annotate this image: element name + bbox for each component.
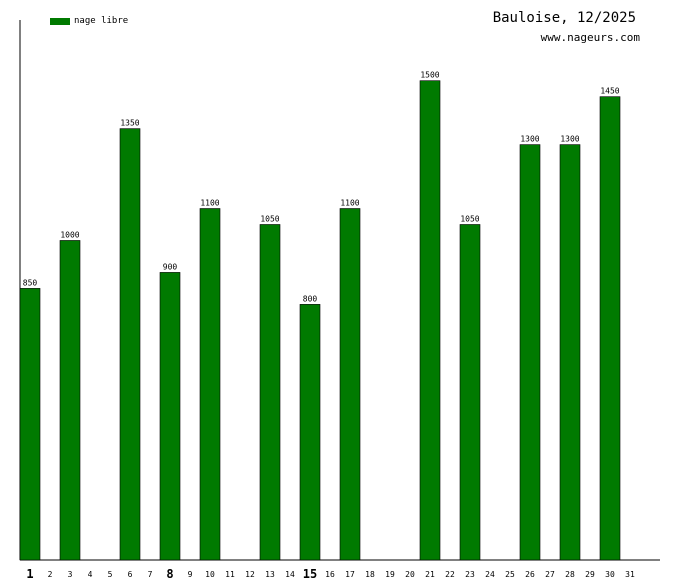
- x-tick-label-14: 14: [285, 570, 295, 579]
- bar-day-15: [299, 304, 321, 561]
- bar-day-13: [259, 224, 281, 561]
- x-tick-label-25: 25: [505, 570, 515, 579]
- bar-day-3: [59, 240, 81, 561]
- x-tick-label-2: 2: [48, 570, 53, 579]
- x-tick-label-20: 20: [405, 570, 415, 579]
- bar-day-21: [419, 80, 441, 561]
- x-tick-label-16: 16: [325, 570, 335, 579]
- x-tick-label-7: 7: [148, 570, 153, 579]
- x-tick-label-29: 29: [585, 570, 595, 579]
- x-tick-label-21: 21: [425, 570, 435, 579]
- x-tick-label-31: 31: [625, 570, 635, 579]
- legend-swatch: [50, 17, 70, 25]
- data-label-day-23: 1050: [460, 214, 479, 223]
- legend-label: nage libre: [74, 16, 129, 26]
- x-tick-label-4: 4: [88, 570, 93, 579]
- bar-day-26: [519, 144, 541, 561]
- x-tick-label-24: 24: [485, 570, 495, 579]
- x-tick-label-15: 15: [303, 567, 317, 580]
- x-tick-label-17: 17: [345, 570, 355, 579]
- data-label-day-8: 900: [163, 262, 178, 271]
- x-tick-label-5: 5: [108, 570, 113, 579]
- x-tick-label-30: 30: [605, 570, 615, 579]
- bar-day-28: [559, 144, 581, 561]
- x-tick-label-19: 19: [385, 570, 395, 579]
- data-label-day-13: 1050: [260, 214, 279, 223]
- data-label-day-15: 800: [303, 294, 318, 303]
- x-tick-label-23: 23: [465, 570, 475, 579]
- data-label-day-3: 1000: [60, 230, 79, 239]
- x-tick-label-13: 13: [265, 570, 275, 579]
- x-tick-label-8: 8: [166, 567, 173, 580]
- data-label-day-30: 1450: [600, 87, 619, 96]
- x-tick-label-12: 12: [245, 570, 255, 579]
- bar-day-30: [599, 96, 621, 561]
- x-tick-label-1: 1: [26, 567, 33, 580]
- data-label-day-21: 1500: [420, 71, 439, 80]
- data-label-day-10: 1100: [200, 199, 219, 208]
- bar-day-8: [159, 272, 181, 561]
- data-label-day-6: 1350: [120, 119, 139, 128]
- bar-day-1: [19, 288, 41, 561]
- x-tick-label-6: 6: [128, 570, 133, 579]
- chart-title: Bauloise, 12/2025: [492, 10, 636, 26]
- bar-day-17: [339, 208, 361, 561]
- x-tick-label-26: 26: [525, 570, 535, 579]
- legend: nage libre: [50, 16, 128, 26]
- x-tick-label-18: 18: [365, 570, 375, 579]
- data-label-day-17: 1100: [340, 199, 359, 208]
- data-label-day-28: 1300: [560, 135, 579, 144]
- data-label-day-1: 850: [23, 278, 38, 287]
- x-tick-label-28: 28: [565, 570, 575, 579]
- data-label-day-26: 1300: [520, 135, 539, 144]
- x-tick-label-22: 22: [445, 570, 455, 579]
- bar-day-6: [119, 128, 141, 561]
- x-tick-label-3: 3: [68, 570, 73, 579]
- x-tick-label-9: 9: [188, 570, 193, 579]
- bar-day-23: [459, 224, 481, 561]
- bar-day-10: [199, 208, 221, 561]
- x-tick-label-11: 11: [225, 570, 235, 579]
- x-tick-label-27: 27: [545, 570, 555, 579]
- x-tick-label-10: 10: [205, 570, 215, 579]
- site-url: www.nageurs.com: [540, 31, 640, 44]
